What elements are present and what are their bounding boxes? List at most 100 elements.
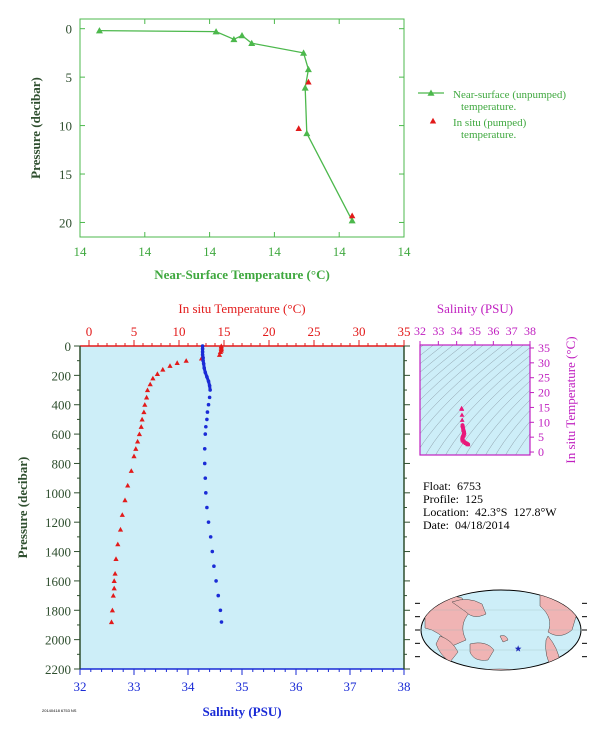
near-surface-point: [304, 65, 312, 73]
salinity-point: [201, 358, 205, 363]
continent-shape: [469, 668, 531, 670]
salinity-point: [203, 432, 208, 436]
x-tick-label: 14: [74, 244, 88, 259]
salinity-point: [204, 424, 208, 429]
salinity-point: [206, 520, 211, 524]
ts-temp-tick-label: 20: [538, 386, 550, 400]
near-surface-point: [230, 35, 238, 43]
salinity-point: [200, 350, 205, 354]
x-axis-label: Near-Surface Temperature (°C): [154, 267, 330, 282]
temp-tick-label: 15: [218, 324, 231, 339]
salinity-point: [212, 564, 216, 569]
pressure-tick-label: 1600: [45, 574, 71, 589]
salinity-point: [205, 410, 210, 414]
sal-tick-label: 37: [344, 679, 358, 694]
temperature-point: [216, 352, 223, 357]
ts-sal-tick-label: 37: [506, 324, 518, 338]
salinity-point: [202, 461, 207, 466]
ts-temp-tick-label: 0: [538, 445, 544, 459]
continent-shape: [451, 599, 487, 617]
pressure-tick-label: 1200: [45, 515, 71, 530]
ts-sal-tick-label: 33: [432, 324, 444, 338]
ts-temp-tick-label: 30: [538, 356, 550, 370]
sal-tick-label: 34: [182, 679, 196, 694]
pressure-tick-label: 2200: [45, 662, 71, 677]
near-surface-point: [348, 217, 356, 224]
temperature-point: [142, 402, 148, 407]
temperature-point: [128, 468, 134, 473]
float-position-star: [514, 645, 522, 652]
in-situ-point: [348, 212, 356, 219]
continent-shape: [499, 635, 509, 643]
ts-sal-tick-label: 38: [524, 324, 536, 338]
salinity-point: [204, 491, 208, 495]
sal-tick-label: 32: [74, 679, 87, 694]
temp-tick-label: 25: [308, 324, 321, 339]
profile-chart: 0 5 10 15 20 25 30 35 In situ Temperature (°C) 32…: [15, 301, 411, 719]
salinity-point: [207, 395, 212, 400]
salinity-point: [218, 608, 223, 613]
date: Date: 04/18/2014: [423, 518, 510, 532]
salinity-point: [200, 347, 205, 351]
pressure-tick-label: 1800: [45, 603, 71, 618]
legend-label-near-surface-1: Near-surface (unpumped): [453, 89, 566, 101]
ts-point: [459, 405, 465, 411]
map-land: [421, 593, 581, 670]
ts-temp-tick-label: 15: [538, 400, 550, 414]
salinity-point: [201, 361, 206, 366]
density-contour: [465, 380, 530, 455]
temperature-point: [111, 578, 117, 583]
plot-frame: [79, 18, 405, 238]
salinity-point: [207, 383, 212, 388]
legend-label-near-surface-2: temperature.: [461, 101, 517, 113]
near-surface-point: [212, 28, 220, 35]
density-contour: [435, 355, 530, 455]
temperature-point: [112, 570, 118, 576]
near-surface-point: [300, 49, 308, 56]
temperature-point: [144, 387, 151, 393]
near-surface-point: [95, 27, 103, 34]
salinity-point: [200, 344, 205, 348]
x-tick-label: 14: [268, 244, 282, 259]
salinity-point: [214, 579, 218, 583]
temperature-point: [183, 358, 189, 363]
salinity-point: [216, 593, 221, 598]
temperature-point: [138, 424, 144, 429]
continent-shape: [469, 642, 495, 661]
profile-number: Profile: 125: [423, 492, 483, 506]
pressure-tick-label: 1400: [45, 545, 71, 560]
ts-temp-tick-label: 5: [538, 430, 544, 444]
float-info: Float: 6753 Profile: 125 Location: 42.3°…: [423, 480, 557, 532]
x-tick-label: 14: [203, 244, 217, 259]
near-surface-point: [238, 31, 246, 39]
temperature-point: [115, 541, 121, 547]
in-situ-point: [295, 125, 302, 132]
salinity-point: [205, 505, 209, 510]
ts-point: [459, 417, 465, 422]
ts-sal-tick-label: 34: [451, 324, 463, 338]
location-map: [415, 589, 587, 671]
temperature-point: [125, 482, 131, 488]
credit-text: 20140418 6753 NS: [42, 708, 77, 713]
density-contour: [475, 390, 530, 455]
salinity-point: [205, 375, 209, 379]
temperature-point: [147, 381, 153, 387]
temperature-point: [150, 375, 156, 381]
near-surface-point: [248, 39, 256, 47]
temp-tick-label: 20: [263, 324, 276, 339]
salinity-point: [206, 402, 211, 407]
ts-sal-tick-label: 36: [487, 324, 499, 338]
temperature-point: [117, 526, 124, 532]
temperature-point: [122, 497, 128, 503]
ts-point: [460, 422, 465, 428]
temperature-point: [144, 394, 150, 400]
temperature-point: [217, 349, 223, 354]
temperature-point: [139, 416, 145, 422]
temperature-point: [154, 371, 160, 376]
ts-sal-axis-label: Salinity (PSU): [437, 301, 513, 316]
temp-tick-label: 30: [353, 324, 366, 339]
density-contour: [455, 371, 530, 455]
near-surface-line: [99, 29, 353, 221]
